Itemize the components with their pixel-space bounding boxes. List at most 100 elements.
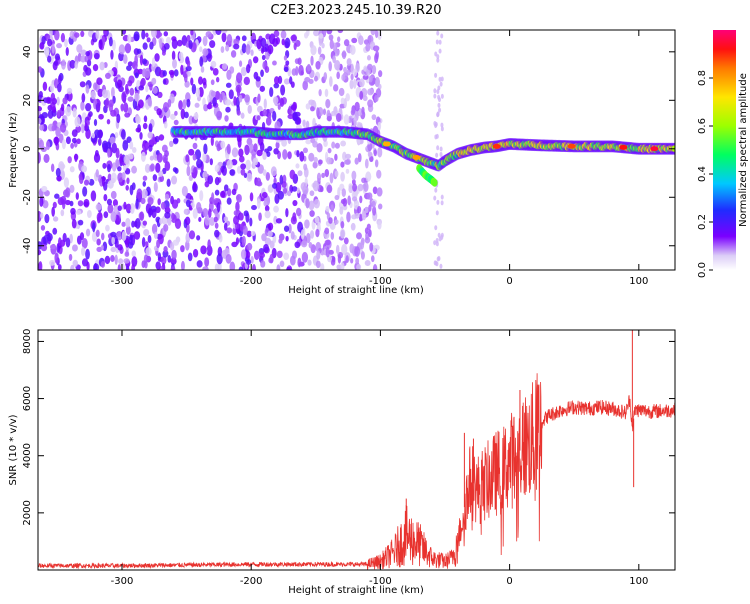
noise-blob xyxy=(122,54,128,64)
noise-blob xyxy=(170,113,176,120)
noise-blob xyxy=(221,30,228,34)
noise-blob xyxy=(121,230,127,242)
noise-blob xyxy=(361,177,367,184)
noise-blob xyxy=(267,145,273,152)
noise-blob xyxy=(79,81,86,88)
noise-blob xyxy=(337,36,341,43)
noise-blob xyxy=(174,218,182,230)
noise-blob xyxy=(292,101,297,112)
snr-x-tick-label: -100 xyxy=(369,576,392,587)
noise-blob xyxy=(266,151,271,158)
noise-blob xyxy=(142,220,148,226)
noise-blob xyxy=(75,192,79,200)
noise-blob xyxy=(280,30,287,39)
noise-blob xyxy=(219,190,226,198)
noise-blob xyxy=(359,90,364,100)
noise-blob xyxy=(103,30,108,36)
noise-blob xyxy=(224,99,232,106)
colorbar-tick-label: 0.0 xyxy=(697,262,708,278)
noise-blob xyxy=(152,86,158,94)
noise-blob xyxy=(188,39,193,50)
noise-blob xyxy=(325,246,330,258)
noise-blob xyxy=(69,233,73,244)
noise-blob xyxy=(124,83,129,93)
noise-blob xyxy=(163,121,168,129)
noise-blob xyxy=(308,152,315,162)
noise-blob xyxy=(333,84,339,92)
noise-blob xyxy=(43,153,50,163)
noise-blob xyxy=(269,33,276,45)
noise-blob xyxy=(74,61,79,69)
noise-blob xyxy=(223,222,228,231)
noise-blob xyxy=(337,187,341,198)
noise-blob xyxy=(111,236,115,245)
noise-blob xyxy=(292,199,298,207)
noise-blob xyxy=(241,235,246,247)
noise-blob xyxy=(127,79,133,87)
noise-blob xyxy=(325,98,331,109)
noise-blob xyxy=(329,39,334,50)
noise-blob xyxy=(245,43,251,55)
noise-blob xyxy=(162,70,167,77)
noise-blob xyxy=(173,119,179,126)
noise-blob xyxy=(126,177,130,185)
noise-blob xyxy=(134,217,141,229)
spectrogram-y-tick-label: -40 xyxy=(22,238,33,254)
noise-blob xyxy=(344,153,352,160)
noise-blob xyxy=(317,46,322,55)
noise-blob xyxy=(256,38,262,50)
noise-blob xyxy=(129,203,135,214)
noise-blob xyxy=(236,86,241,98)
noise-blob xyxy=(365,171,372,182)
noise-blob xyxy=(125,217,131,228)
noise-blob xyxy=(275,218,283,224)
snr-series-line xyxy=(38,373,675,570)
snr-y-tick-label: 2000 xyxy=(22,500,33,525)
noise-blob xyxy=(181,35,188,46)
noise-blob xyxy=(79,176,84,184)
noise-blob xyxy=(57,74,62,85)
noise-blob xyxy=(309,106,315,112)
noise-blob xyxy=(245,159,251,171)
noise-blob xyxy=(192,153,197,161)
noise-blob xyxy=(147,96,152,107)
noise-blob xyxy=(283,225,290,232)
noise-blob xyxy=(81,124,85,134)
noise-blob xyxy=(171,175,178,185)
noise-blob xyxy=(324,168,330,178)
noise-blob xyxy=(102,89,108,98)
noise-blob xyxy=(356,232,362,240)
spectrogram-x-tick-label: -200 xyxy=(240,276,263,287)
noise-blob xyxy=(354,101,360,112)
noise-blob xyxy=(377,146,383,158)
noise-blob xyxy=(351,37,358,44)
noise-blob xyxy=(110,211,117,223)
noise-blob xyxy=(152,174,158,182)
noise-blob xyxy=(69,166,75,173)
noise-blob xyxy=(55,127,61,137)
noise-blob xyxy=(200,66,205,73)
noise-blob xyxy=(141,30,146,40)
noise-blob xyxy=(116,113,121,124)
noise-blob xyxy=(312,140,318,148)
noise-blob xyxy=(436,145,440,151)
noise-blob xyxy=(246,242,253,251)
noise-blob xyxy=(172,59,177,69)
noise-blob xyxy=(160,201,166,210)
noise-blob xyxy=(437,85,441,91)
noise-blob xyxy=(374,159,379,168)
noise-blob xyxy=(284,37,291,49)
noise-blob xyxy=(65,136,71,145)
noise-blob xyxy=(69,184,75,193)
noise-blob xyxy=(310,45,317,56)
noise-blob xyxy=(321,172,326,179)
noise-blob xyxy=(132,60,138,70)
noise-blob xyxy=(331,141,336,149)
noise-blob xyxy=(38,261,43,270)
noise-blob xyxy=(283,66,289,72)
noise-blob xyxy=(434,225,438,231)
noise-blob xyxy=(296,150,300,158)
noise-blob xyxy=(202,152,207,163)
noise-blob xyxy=(435,133,439,139)
noise-blob xyxy=(353,116,357,127)
